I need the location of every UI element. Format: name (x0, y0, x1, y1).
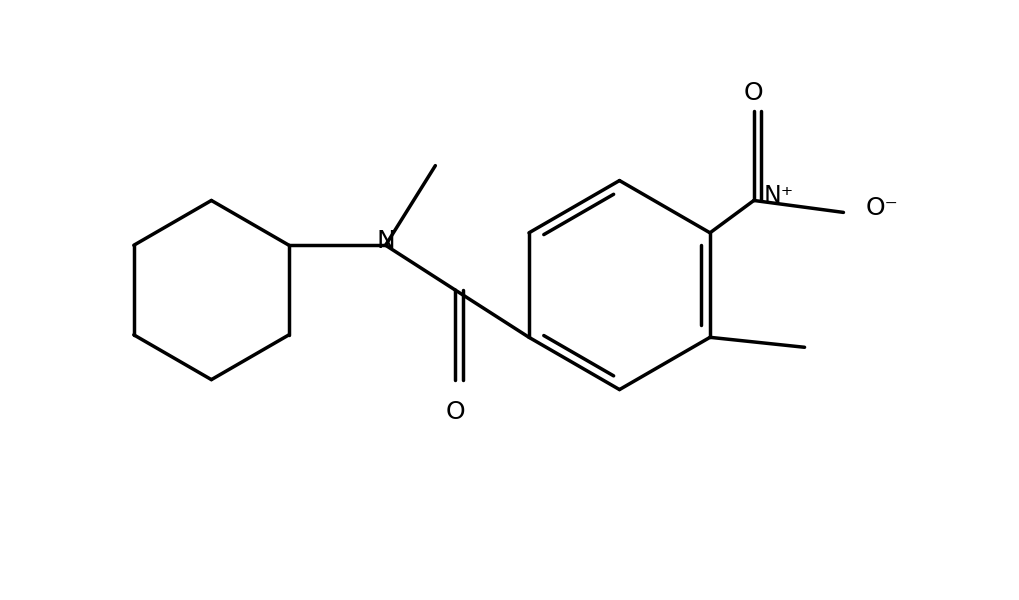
Text: O⁻: O⁻ (864, 196, 897, 220)
Text: O: O (445, 400, 465, 424)
Text: N⁺: N⁺ (763, 184, 793, 208)
Text: O: O (743, 81, 763, 105)
Text: N: N (376, 229, 394, 253)
